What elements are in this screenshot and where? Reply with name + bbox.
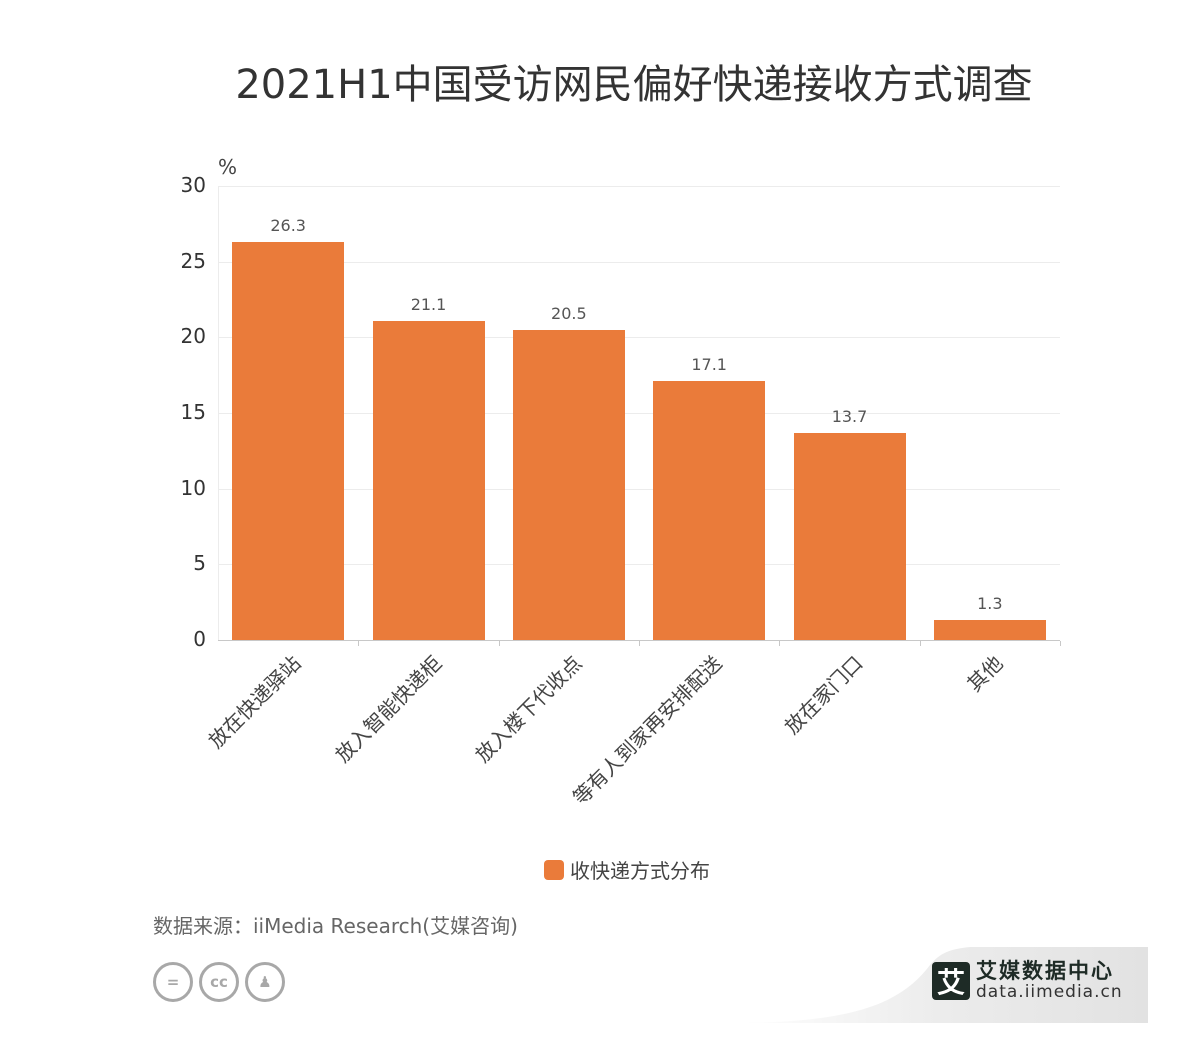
x-tick-label: 其他 [962, 651, 1008, 697]
gridline [218, 564, 1060, 566]
gridline [218, 261, 1060, 263]
cc-nd-icon: = [153, 962, 193, 1002]
legend-label: 收快递方式分布 [570, 859, 710, 883]
legend-swatch [544, 859, 564, 880]
y-tick-label: 0 [193, 627, 206, 651]
data-source: 数据来源：iiMedia Research(艾媒咨询) [153, 914, 518, 938]
license-icons: = cc ♟ [153, 962, 285, 1002]
y-tick-label: 15 [180, 400, 206, 424]
gridline [218, 337, 1060, 339]
y-tick-label: 20 [180, 324, 206, 349]
cc-by-icon: ♟ [245, 962, 285, 1002]
legend[interactable]: 收快递方式分布 [544, 855, 710, 884]
brand-url: data.iimedia.cn [976, 982, 1123, 1002]
brand-logo-icon: 艾 [932, 962, 970, 1000]
bar[interactable] [933, 620, 1046, 640]
brand-logo-block: 艾 艾媒数据中心 data.iimedia.cn [932, 960, 1123, 1002]
bar-value-label: 26.3 [270, 215, 306, 235]
bar-value-label: 21.1 [410, 294, 447, 314]
bar-value-label: 20.5 [551, 303, 587, 323]
x-axis-line [218, 640, 1060, 641]
plot-area: 26.3 21.1 20.5 17.1 13.7 1.3 [218, 186, 1061, 646]
chart-title: 2021H1中国受访网民偏好快递接收方式调查 [235, 62, 1033, 108]
gridline [218, 186, 1060, 187]
y-tick-label: 10 [180, 475, 206, 500]
x-tick [498, 641, 500, 646]
x-tick [1060, 641, 1061, 646]
brand-name: 艾媒数据中心 [976, 959, 1114, 983]
bar-value-label: 1.3 [977, 594, 1003, 614]
bar[interactable] [372, 320, 485, 640]
x-tick-label: 放入智能快递柜 [330, 651, 447, 768]
y-tick-label: 30 [180, 173, 206, 197]
x-tick [639, 641, 640, 646]
x-tick-label: 放在家门口 [779, 651, 868, 739]
gridline [218, 413, 1060, 414]
cc-icon: cc [199, 962, 239, 1002]
y-tick-label: 5 [193, 551, 206, 576]
x-tick [919, 641, 921, 646]
y-tick-label: 25 [180, 248, 206, 273]
bar-value-label: 13.7 [831, 406, 868, 426]
gridline [218, 488, 1060, 490]
x-tick [358, 641, 360, 646]
bar[interactable] [653, 381, 766, 640]
x-tick [779, 641, 781, 646]
bar[interactable] [793, 432, 906, 640]
x-tick-label: 放在快递驿站 [203, 651, 306, 753]
y-axis-unit: % [218, 155, 238, 179]
bar-value-label: 17.1 [691, 355, 727, 375]
bar[interactable] [512, 329, 625, 640]
x-tick-label: 等有人到家再安排配送 [568, 651, 727, 810]
x-tick-label: 放入楼下代收点 [470, 651, 587, 768]
bar[interactable] [232, 241, 345, 640]
